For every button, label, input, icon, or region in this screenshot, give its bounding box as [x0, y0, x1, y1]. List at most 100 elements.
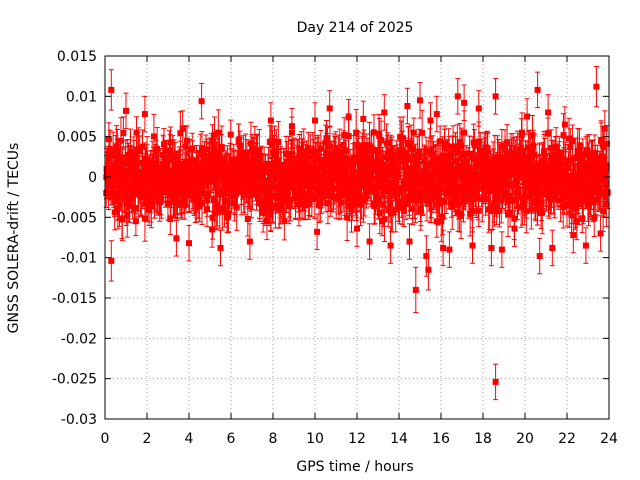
data-point: [450, 143, 457, 150]
data-point: [201, 159, 208, 166]
data-point: [305, 145, 312, 152]
data-point: [214, 202, 221, 209]
data-point: [253, 191, 260, 198]
data-point: [109, 178, 116, 185]
data-point: [182, 143, 189, 150]
data-point: [179, 162, 186, 169]
data-point: [295, 157, 302, 164]
data-point: [374, 185, 381, 192]
data-point: [324, 140, 331, 147]
data-point: [340, 142, 347, 149]
data-point: [456, 139, 463, 146]
data-point: [277, 198, 284, 205]
data-point: [148, 202, 155, 209]
data-point: [410, 129, 417, 136]
data-point: [439, 159, 446, 166]
data-point: [513, 182, 520, 189]
data-point: [159, 175, 166, 182]
data-point: [496, 207, 503, 214]
data-point: [419, 129, 426, 136]
data-point: [145, 178, 152, 185]
data-point: [209, 214, 216, 221]
data-point: [167, 216, 174, 223]
data-point: [514, 194, 521, 201]
data-point: [217, 189, 224, 196]
data-point: [131, 205, 138, 212]
data-point: [429, 151, 436, 158]
data-point: [354, 189, 361, 196]
data-point: [295, 164, 302, 171]
data-point: [111, 209, 118, 216]
data-point: [466, 150, 473, 157]
data-point: [154, 145, 161, 152]
data-point: [193, 157, 200, 164]
data-point: [490, 164, 497, 171]
data-point: [290, 166, 297, 173]
data-point: [395, 198, 402, 205]
data-point: [125, 155, 132, 162]
data-point: [292, 186, 299, 193]
data-point: [348, 206, 355, 213]
data-point: [469, 208, 476, 215]
data-point: [212, 151, 219, 158]
data-point: [512, 158, 519, 165]
data-point: [166, 147, 173, 154]
data-point: [177, 130, 184, 137]
data-point: [158, 180, 165, 187]
data-point: [376, 197, 383, 204]
data-point: [263, 218, 270, 225]
data-point: [408, 185, 415, 192]
data-point: [420, 191, 427, 198]
data-point: [453, 157, 460, 164]
data-point: [348, 186, 355, 193]
data-point: [389, 209, 396, 216]
data-point: [136, 169, 143, 176]
data-point: [518, 159, 525, 166]
data-point: [139, 143, 146, 150]
data-point: [485, 178, 492, 185]
data-point: [428, 197, 435, 204]
data-point: [498, 197, 505, 204]
data-point: [341, 132, 348, 139]
data-point: [417, 205, 424, 212]
data-point: [189, 157, 196, 164]
data-point: [227, 131, 234, 138]
data-point: [211, 131, 218, 138]
data-point: [374, 152, 381, 159]
data-point: [502, 146, 509, 153]
data-point: [494, 193, 501, 200]
data-point: [411, 177, 418, 184]
data-point: [302, 202, 309, 209]
data-point: [260, 209, 267, 216]
data-point: [117, 137, 124, 144]
data-point: [378, 184, 385, 191]
data-point: [223, 198, 230, 205]
data-point: [256, 200, 263, 207]
data-point: [479, 196, 486, 203]
data-point: [454, 143, 461, 150]
data-point: [233, 190, 240, 197]
data-point: [480, 182, 487, 189]
data-point: [407, 169, 414, 176]
data-point: [120, 179, 127, 186]
data-point: [274, 158, 281, 165]
data-point: [270, 174, 277, 181]
data-point: [506, 197, 513, 204]
data-point: [441, 198, 448, 205]
data-point: [445, 188, 452, 195]
data-point: [459, 174, 466, 181]
data-point: [439, 152, 446, 159]
data-point: [434, 201, 441, 208]
data-point: [237, 149, 244, 156]
data-point: [218, 144, 225, 151]
data-point: [370, 129, 377, 136]
data-point: [432, 164, 439, 171]
data-point: [341, 161, 348, 168]
data-point: [433, 218, 440, 225]
data-point: [136, 147, 143, 154]
data-point: [282, 198, 289, 205]
data-point: [298, 161, 305, 168]
data-point: [117, 185, 124, 192]
data-point: [204, 197, 211, 204]
data-point: [300, 148, 307, 155]
